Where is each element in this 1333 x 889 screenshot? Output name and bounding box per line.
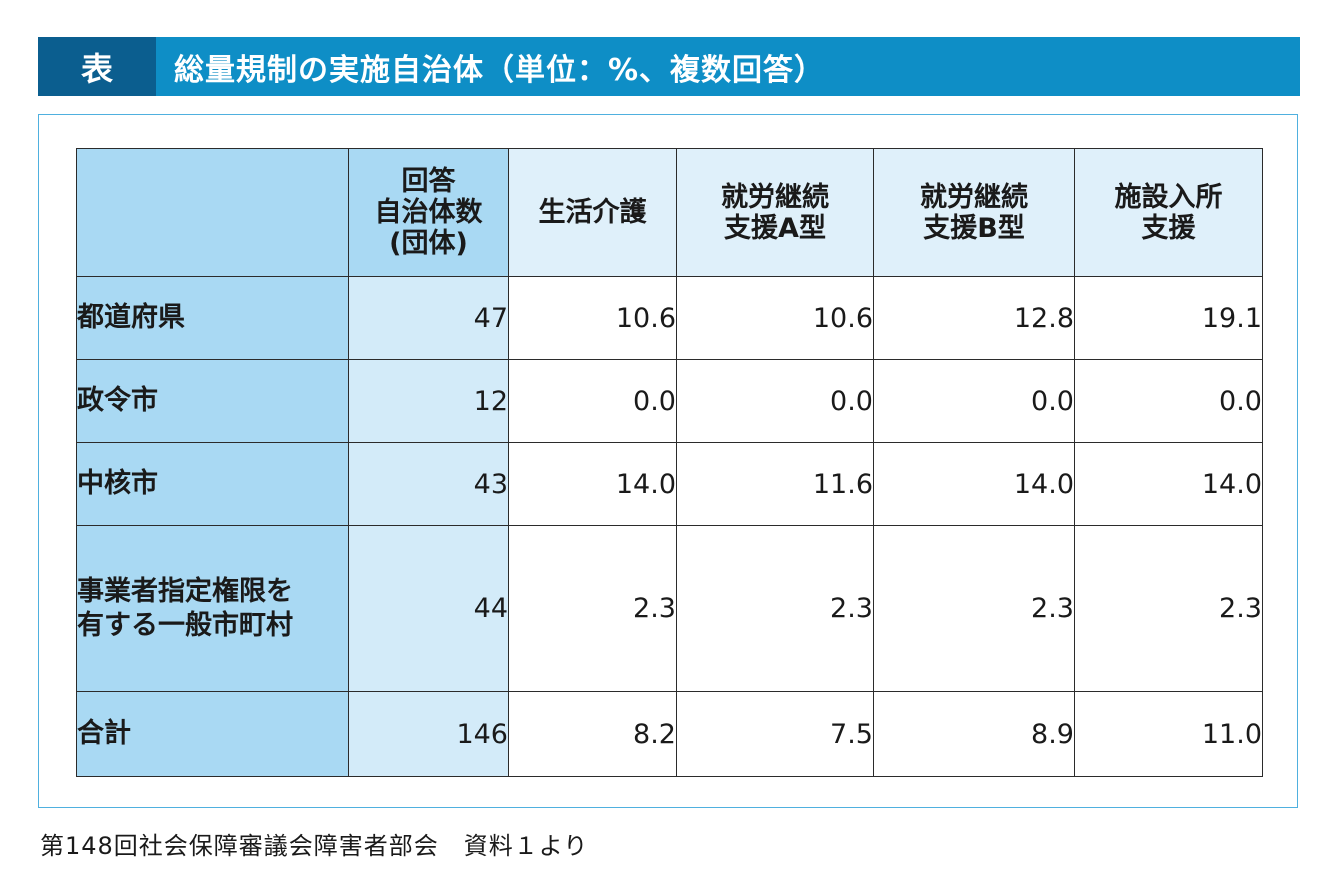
header-count: 回答 自治体数 (団体) [348, 148, 509, 277]
value-cell: 7.5 [676, 691, 874, 777]
row-count: 47 [348, 276, 509, 360]
table-frame [38, 114, 1298, 808]
row-count: 44 [348, 525, 509, 692]
corner-cell [76, 148, 349, 277]
value-cell: 0.0 [508, 359, 677, 443]
table-title-bar: 表 総量規制の実施自治体（単位：%、複数回答） [38, 37, 1300, 96]
row-count: 12 [348, 359, 509, 443]
value-cell: 10.6 [676, 276, 874, 360]
value-cell: 12.8 [873, 276, 1075, 360]
row-label: 中核市 [76, 442, 349, 526]
header-shuro-a: 就労継続 支援A型 [676, 148, 874, 277]
value-cell: 2.3 [1074, 525, 1263, 692]
row-label: 都道府県 [76, 276, 349, 360]
value-cell: 0.0 [676, 359, 874, 443]
data-table: 回答 自治体数 (団体) 生活介護 就労継続 支援A型 就労継続 支援B型 施設… [76, 148, 1263, 777]
row-label: 政令市 [76, 359, 349, 443]
table-title: 総量規制の実施自治体（単位：%、複数回答） [174, 52, 826, 88]
header-row: 回答 自治体数 (団体) 生活介護 就労継続 支援A型 就労継続 支援B型 施設… [76, 148, 1263, 277]
value-cell: 11.0 [1074, 691, 1263, 777]
row-count: 146 [348, 691, 509, 777]
value-cell: 10.6 [508, 276, 677, 360]
header-shisetsu-nyusho: 施設入所 支援 [1074, 148, 1263, 277]
value-cell: 0.0 [1074, 359, 1263, 443]
table-row: 事業者指定権限を 有する一般市町村 44 2.3 2.3 2.3 2.3 [76, 525, 1263, 692]
value-cell: 2.3 [676, 525, 874, 692]
value-cell: 0.0 [873, 359, 1075, 443]
table-row: 都道府県 47 10.6 10.6 12.8 19.1 [76, 276, 1263, 360]
value-cell: 11.6 [676, 442, 874, 526]
source-note: 第148回社会保障審議会障害者部会 資料１より [40, 832, 589, 860]
value-cell: 2.3 [873, 525, 1075, 692]
value-cell: 14.0 [1074, 442, 1263, 526]
table-row-total: 合計 146 8.2 7.5 8.9 11.0 [76, 691, 1263, 777]
value-cell: 8.2 [508, 691, 677, 777]
row-label: 事業者指定権限を 有する一般市町村 [76, 525, 349, 692]
header-shuro-b: 就労継続 支援B型 [873, 148, 1075, 277]
table-row: 政令市 12 0.0 0.0 0.0 0.0 [76, 359, 1263, 443]
value-cell: 14.0 [873, 442, 1075, 526]
value-cell: 2.3 [508, 525, 677, 692]
value-cell: 19.1 [1074, 276, 1263, 360]
row-label: 合計 [76, 691, 349, 777]
table-row: 中核市 43 14.0 11.6 14.0 14.0 [76, 442, 1263, 526]
value-cell: 14.0 [508, 442, 677, 526]
table-tag: 表 [38, 37, 156, 96]
value-cell: 8.9 [873, 691, 1075, 777]
header-seikatsu-kaigo: 生活介護 [508, 148, 677, 277]
row-count: 43 [348, 442, 509, 526]
